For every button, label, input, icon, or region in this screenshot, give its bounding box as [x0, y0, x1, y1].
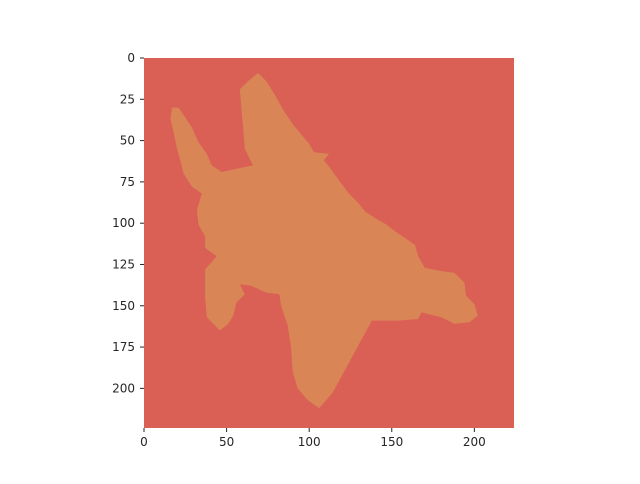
y-tick-label: 0 [127, 51, 135, 65]
y-tick-label: 125 [112, 257, 135, 271]
x-tick-label: 100 [298, 435, 321, 449]
x-tick-label: 200 [463, 435, 486, 449]
x-tick-label: 150 [380, 435, 403, 449]
x-tick-label: 0 [140, 435, 148, 449]
plot-area [144, 58, 514, 428]
y-tick-label: 150 [112, 299, 135, 313]
y-tick-label: 175 [112, 340, 135, 354]
axes: 0 50 100 150 200 0 25 50 75 100 125 150 175 200 [112, 51, 486, 449]
y-tick-label: 50 [120, 134, 135, 148]
y-tick-label: 75 [120, 175, 135, 189]
y-tick-label: 100 [112, 216, 135, 230]
heatmap-object-region [170, 72, 478, 409]
y-tick-label: 25 [120, 92, 135, 106]
x-tick-label: 50 [219, 435, 234, 449]
y-tick-label: 200 [112, 381, 135, 395]
